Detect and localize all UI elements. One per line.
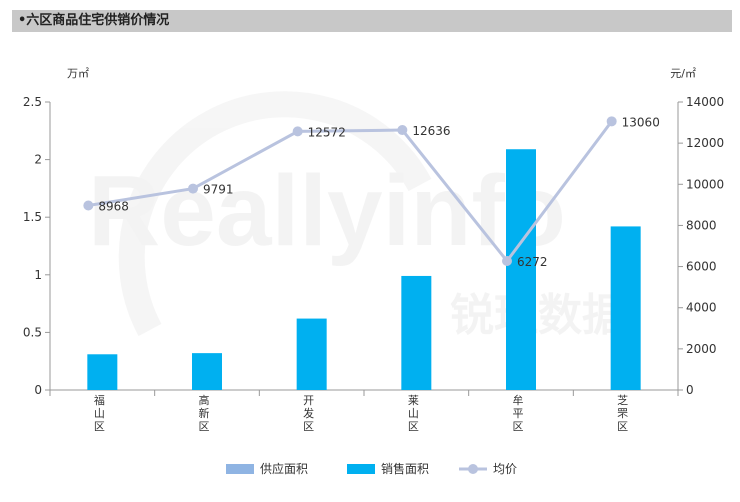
legend-label: 供应面积: [260, 461, 308, 476]
bars: [87, 149, 641, 390]
price-data-label: 12572: [308, 125, 346, 139]
price-line-path: [88, 120, 613, 264]
legend-marker: [468, 464, 478, 474]
y-right-tick-label: 6000: [686, 260, 717, 274]
watermark-text-cn: 锐理数据: [450, 290, 626, 341]
legend-label: 销售面积: [381, 461, 429, 476]
y-right-tick-label: 12000: [686, 136, 724, 150]
price-line: [83, 116, 617, 266]
y-right-tick-label: 0: [686, 383, 694, 397]
watermark-text: Reallyinfo: [88, 155, 566, 267]
y-left-tick-label: 2: [34, 153, 42, 167]
watermark: Reallyinfo 锐理数据: [88, 91, 626, 341]
price-data-label: 13060: [622, 115, 660, 129]
chart-title: •六区商品住宅供销价情况: [18, 13, 170, 28]
header-bar: •六区商品住宅供销价情况: [12, 10, 732, 32]
x-tick-label: 牟平区: [513, 393, 524, 433]
price-data-label: 9791: [203, 183, 234, 197]
y-right-tick-label: 8000: [686, 218, 717, 232]
y-left-tick-label: 0: [34, 383, 42, 397]
y-left-tick-label: 1.5: [23, 210, 42, 224]
x-tick-label: 高新区: [199, 393, 210, 433]
y-left-tick-label: 0.5: [23, 325, 42, 339]
y-left-tick-label: 1: [34, 268, 42, 282]
axes: 0 0.5 1 1.5 2 2.5 0 2000 4000 6000 8000 10000 12000 1…: [23, 67, 724, 433]
price-data-label: 6272: [517, 255, 548, 269]
y-right-unit: 元/㎡: [670, 67, 696, 80]
y-right-tick-label: 14000: [686, 95, 724, 109]
price-point: [83, 200, 94, 211]
y-right-tick-label: 2000: [686, 342, 717, 356]
y-left-unit: 万㎡: [67, 67, 89, 80]
y-left-tick-label: 2.5: [23, 95, 42, 109]
x-tick-label: 开发区: [303, 394, 314, 433]
y-right-tick-label: 10000: [686, 177, 724, 191]
legend: 供应面积 销售面积 均价: [226, 461, 517, 476]
bar-sales: [610, 226, 641, 390]
legend-swatch: [347, 464, 375, 474]
price-point: [397, 125, 408, 136]
bar-sales: [296, 318, 327, 390]
x-tick-label: 福山区: [94, 393, 105, 433]
data-labels: 8968 9791 12572 12636 6272 13060: [98, 115, 660, 269]
price-data-label: 12636: [412, 124, 450, 138]
x-tick-label: 莱山区: [408, 394, 419, 433]
bar-sales: [401, 275, 432, 390]
x-tick-label: 芝罘区: [617, 394, 628, 433]
price-point: [188, 183, 198, 194]
price-point: [606, 116, 617, 127]
price-point: [502, 255, 512, 266]
price-point: [292, 126, 303, 137]
y-right-tick-label: 4000: [686, 301, 717, 315]
bar-sales: [87, 354, 118, 390]
legend-swatch: [226, 464, 254, 474]
price-data-label: 8968: [98, 200, 129, 214]
bar-sales: [506, 149, 536, 390]
legend-label: 均价: [493, 462, 517, 476]
bar-sales: [192, 353, 222, 390]
